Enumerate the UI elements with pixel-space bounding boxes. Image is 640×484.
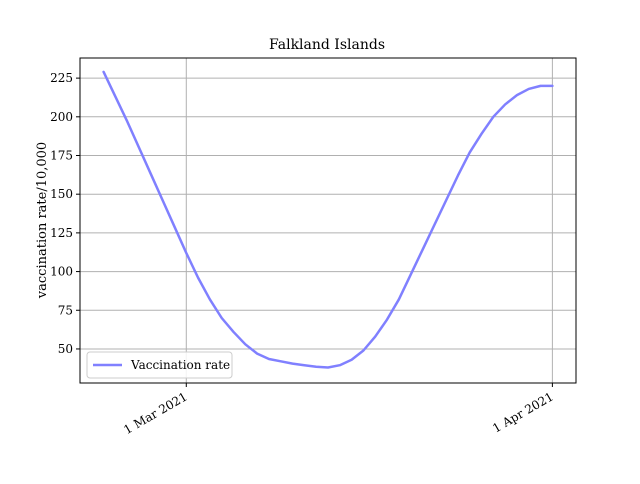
x-tick-label: 1 Apr 2021 bbox=[490, 389, 556, 435]
y-tick-label: 50 bbox=[58, 342, 73, 356]
y-tick-label: 175 bbox=[50, 149, 73, 163]
x-axis-ticks: 1 Mar 2021 1 Apr 2021 bbox=[121, 383, 556, 437]
y-tick-label: 150 bbox=[50, 187, 73, 201]
legend-label-vaccination-rate: Vaccination rate bbox=[130, 358, 230, 372]
legend-frame bbox=[86, 351, 233, 379]
y-axis-label: vaccination rate/10,000 bbox=[35, 142, 50, 299]
y-tick-label: 100 bbox=[50, 265, 73, 279]
series-layer bbox=[102, 70, 554, 369]
y-tick-label: 125 bbox=[50, 226, 73, 240]
chart-title: Falkland Islands bbox=[269, 37, 385, 53]
plot-background bbox=[80, 58, 576, 383]
legend: Vaccination rate bbox=[86, 351, 233, 379]
y-axis-ticks: 50 75 100 125 150 175 200 225 bbox=[50, 71, 80, 356]
plot-frame bbox=[79, 57, 577, 384]
series-line-vaccination-rate bbox=[102, 70, 554, 369]
y-tick-label: 75 bbox=[58, 303, 73, 317]
y-tick-label: 200 bbox=[50, 110, 73, 124]
y-tick-label: 225 bbox=[50, 71, 73, 85]
x-tick-label: 1 Mar 2021 bbox=[121, 389, 189, 437]
